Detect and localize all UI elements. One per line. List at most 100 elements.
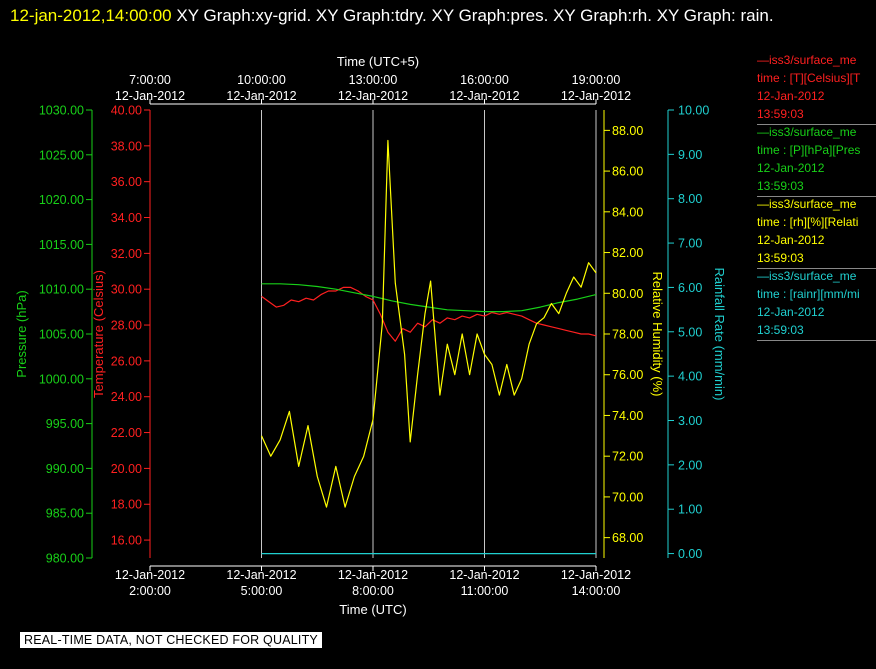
x-top-tick-label-date: 12-Jan-2012 [338,89,408,103]
x-top-tick-label-time: 19:00:00 [572,73,621,87]
humidity-axis-title: Relative Humidity (%) [650,272,665,397]
rain-tick-label: 0.00 [678,547,702,561]
humidity-tick-label: 68.00 [612,531,643,545]
legend-line: 12-Jan-2012 [757,233,825,247]
temperature-tick-label: 36.00 [111,175,142,189]
legend-line: —iss3/surface_me [757,197,857,211]
pressure-tick-label: 1005.00 [39,328,84,342]
humidity-tick-label: 74.00 [612,409,643,423]
rain-tick-label: 10.00 [678,104,709,118]
x-tick-label-date: 12-Jan-2012 [226,568,296,582]
rain-tick-label: 7.00 [678,237,702,251]
legend-line: —iss3/surface_me [757,269,857,283]
humidity-tick-label: 84.00 [612,205,643,219]
legend-line: 12-Jan-2012 [757,305,825,319]
rain-tick-label: 2.00 [678,458,702,472]
x-tick-label-time: 11:00:00 [461,584,509,598]
x-tick-label-time: 14:00:00 [572,584,621,598]
temperature-tick-label: 24.00 [111,390,142,404]
humidity-tick-label: 80.00 [612,287,643,301]
rain-tick-label: 8.00 [678,192,702,206]
legend-line: time : [T][Celsius][T [757,71,861,85]
rain-tick-label: 1.00 [678,503,702,517]
x-top-tick-label-time: 10:00:00 [237,73,286,87]
temperature-tick-label: 26.00 [111,354,142,368]
legend-line: time : [rh][%][Relati [757,215,859,229]
x-top-tick-label-date: 12-Jan-2012 [561,89,631,103]
x-tick-label-time: 8:00:00 [352,584,394,598]
pressure-tick-label: 980.00 [46,552,84,566]
temperature-tick-label: 20.00 [111,462,142,476]
x-tick-label-date: 12-Jan-2012 [115,568,185,582]
legend-separator [757,268,876,269]
legend-separator [757,340,876,341]
temperature-tick-label: 34.00 [111,211,142,225]
quality-banner: REAL-TIME DATA, NOT CHECKED FOR QUALITY [20,632,322,648]
x-axis-top-title: Time (UTC+5) [337,54,419,69]
rain-tick-label: 3.00 [678,414,702,428]
header-timestamp: 12-jan-2012,14:00:00 [10,6,172,25]
pressure-tick-label: 1030.00 [39,104,84,118]
legend-line: 13:59:03 [757,107,804,121]
pressure-tick-label: 1025.00 [39,148,84,162]
temperature-tick-label: 38.00 [111,139,142,153]
x-tick-label-date: 12-Jan-2012 [338,568,408,582]
legend-line: time : [rainr][mm/mi [757,287,860,301]
pressure-axis-title: Pressure (hPa) [14,290,29,377]
x-tick-label-date: 12-Jan-2012 [449,568,519,582]
legend-line: 12-Jan-2012 [757,89,825,103]
rain-tick-label: 5.00 [678,325,702,339]
humidity-tick-label: 70.00 [612,490,643,504]
temperature-tick-label: 40.00 [111,104,142,118]
pressure-tick-label: 985.00 [46,507,84,521]
x-axis-bottom-title: Time (UTC) [339,602,406,617]
humidity-tick-label: 86.00 [612,165,643,179]
humidity-tick-label: 76.00 [612,368,643,382]
rain-axis-title: Rainfall Rate (mm/min) [712,268,727,401]
x-tick-label-date: 12-Jan-2012 [561,568,631,582]
rain-tick-label: 4.00 [678,370,702,384]
legend-line: —iss3/surface_me [757,53,857,67]
temperature-axis-title: Temperature (Celsius) [91,270,106,398]
x-top-tick-label-date: 12-Jan-2012 [226,89,296,103]
pressure-tick-label: 1010.00 [39,283,84,297]
temperature-tick-label: 16.00 [111,534,142,548]
x-top-tick-label-date: 12-Jan-2012 [115,89,185,103]
legend-separator [757,124,876,125]
temperature-series-line [261,286,597,342]
legend-line: 13:59:03 [757,323,804,337]
humidity-series-line [260,139,597,508]
humidity-tick-label: 88.00 [612,124,643,138]
x-top-tick-label-time: 7:00:00 [129,73,171,87]
legend-line: 12-Jan-2012 [757,161,825,175]
pressure-tick-label: 1020.00 [39,193,84,207]
window-header: 12-jan-2012,14:00:00 XY Graph:xy-grid. X… [10,2,850,30]
legend-separator [757,196,876,197]
temperature-tick-label: 18.00 [111,498,142,512]
x-top-tick-label-time: 13:00:00 [349,73,398,87]
x-top-tick-label-date: 12-Jan-2012 [449,89,519,103]
temperature-tick-label: 30.00 [111,283,142,297]
x-tick-label-time: 2:00:00 [129,584,171,598]
rain-tick-label: 6.00 [678,281,702,295]
x-top-tick-label-time: 16:00:00 [460,73,509,87]
legend-line: time : [P][hPa][Pres [757,143,861,157]
humidity-tick-label: 82.00 [612,246,643,260]
legend-line: 13:59:03 [757,179,804,193]
temperature-tick-label: 28.00 [111,319,142,333]
rain-tick-label: 9.00 [678,148,702,162]
legend-line: —iss3/surface_me [757,125,857,139]
x-tick-label-time: 5:00:00 [241,584,283,598]
humidity-tick-label: 78.00 [612,328,643,342]
legend-line: 13:59:03 [757,251,804,265]
temperature-tick-label: 22.00 [111,426,142,440]
pressure-series-line [261,283,597,313]
pressure-tick-label: 1015.00 [39,238,84,252]
temperature-tick-label: 32.00 [111,247,142,261]
pressure-tick-label: 1000.00 [39,372,84,386]
pressure-tick-label: 990.00 [46,462,84,476]
